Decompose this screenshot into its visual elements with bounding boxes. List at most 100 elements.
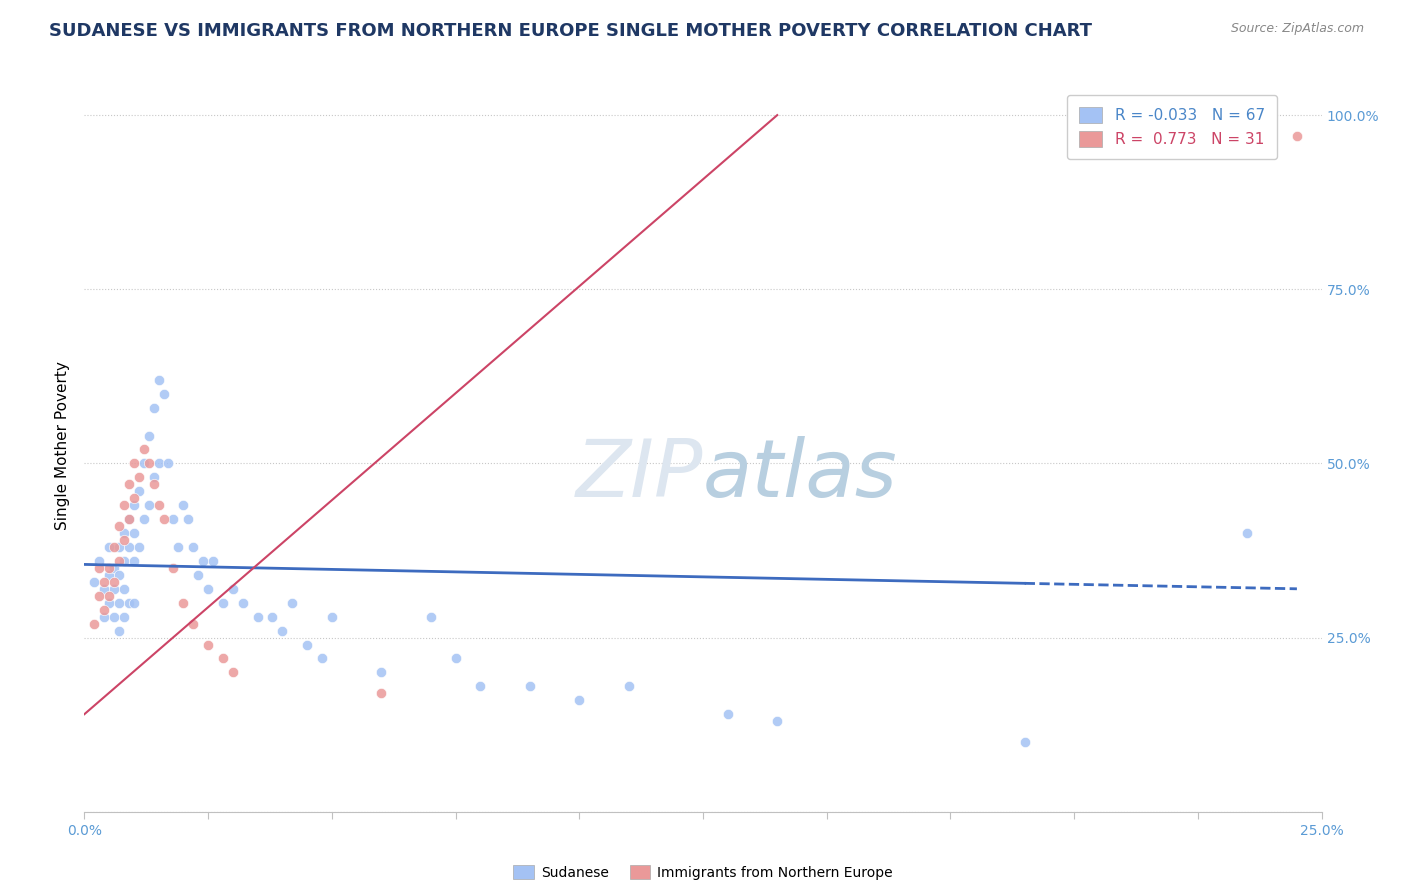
Point [93, 574, 115, 589]
Point [370, 665, 392, 680]
Point [132, 442, 155, 457]
Point [197, 582, 219, 596]
Point [148, 373, 170, 387]
Point [112, 609, 135, 624]
Point [191, 554, 214, 568]
Point [122, 498, 145, 512]
Point [142, 401, 165, 415]
Text: Source: ZipAtlas.com: Source: ZipAtlas.com [1230, 22, 1364, 36]
Point [519, 679, 541, 693]
Point [118, 512, 141, 526]
Y-axis label: Single Mother Poverty: Single Mother Poverty [55, 361, 70, 531]
Point [118, 540, 141, 554]
Point [118, 512, 141, 526]
Point [83, 616, 105, 631]
Point [717, 707, 740, 722]
Point [118, 596, 141, 610]
Point [202, 554, 225, 568]
Point [112, 554, 135, 568]
Point [108, 540, 131, 554]
Text: atlas: atlas [703, 436, 898, 515]
Point [212, 651, 235, 665]
Point [321, 609, 343, 624]
Point [98, 589, 121, 603]
Point [128, 470, 150, 484]
Legend: Sudanese, Immigrants from Northern Europe: Sudanese, Immigrants from Northern Europ… [508, 859, 898, 885]
Point [568, 693, 591, 707]
Point [311, 651, 333, 665]
Point [262, 609, 284, 624]
Point [122, 526, 145, 541]
Point [142, 470, 165, 484]
Point [246, 609, 269, 624]
Point [148, 457, 170, 471]
Point [122, 596, 145, 610]
Point [93, 603, 115, 617]
Point [98, 540, 121, 554]
Point [93, 582, 115, 596]
Point [112, 498, 135, 512]
Point [181, 616, 204, 631]
Point [222, 665, 245, 680]
Point [83, 574, 105, 589]
Point [148, 498, 170, 512]
Point [108, 554, 131, 568]
Point [122, 554, 145, 568]
Point [132, 457, 155, 471]
Point [98, 561, 121, 575]
Point [222, 582, 245, 596]
Point [172, 596, 194, 610]
Point [138, 457, 160, 471]
Point [89, 561, 111, 575]
Point [172, 498, 194, 512]
Point [132, 512, 155, 526]
Point [138, 428, 160, 442]
Point [138, 498, 160, 512]
Point [1236, 526, 1258, 541]
Point [152, 386, 174, 401]
Point [162, 561, 184, 575]
Point [108, 596, 131, 610]
Point [419, 609, 441, 624]
Point [103, 574, 125, 589]
Point [112, 526, 135, 541]
Point [112, 533, 135, 547]
Point [122, 457, 145, 471]
Point [187, 567, 209, 582]
Point [118, 477, 141, 491]
Point [112, 582, 135, 596]
Point [1014, 735, 1036, 749]
Point [103, 561, 125, 575]
Point [103, 582, 125, 596]
Point [281, 596, 304, 610]
Point [470, 679, 492, 693]
Point [89, 554, 111, 568]
Point [108, 567, 131, 582]
Point [142, 477, 165, 491]
Point [197, 638, 219, 652]
Point [1285, 128, 1308, 143]
Point [128, 484, 150, 499]
Point [108, 624, 131, 638]
Point [93, 609, 115, 624]
Point [444, 651, 467, 665]
Point [98, 567, 121, 582]
Point [162, 512, 184, 526]
Point [370, 686, 392, 700]
Point [181, 540, 204, 554]
Point [177, 512, 200, 526]
Point [122, 491, 145, 506]
Text: ZIP: ZIP [575, 436, 703, 515]
Text: SUDANESE VS IMMIGRANTS FROM NORTHERN EUROPE SINGLE MOTHER POVERTY CORRELATION CH: SUDANESE VS IMMIGRANTS FROM NORTHERN EUR… [49, 22, 1092, 40]
Point [152, 512, 174, 526]
Point [108, 519, 131, 533]
Point [212, 596, 235, 610]
Point [766, 714, 789, 728]
Point [98, 596, 121, 610]
Point [157, 457, 180, 471]
Point [295, 638, 318, 652]
Point [103, 540, 125, 554]
Point [232, 596, 254, 610]
Point [89, 589, 111, 603]
Point [128, 540, 150, 554]
